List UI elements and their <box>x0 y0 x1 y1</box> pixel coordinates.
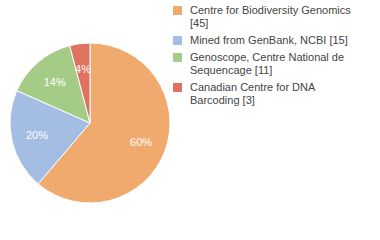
svg-text:20%: 20% <box>26 129 48 141</box>
svg-text:14%: 14% <box>44 76 66 88</box>
svg-text:60%: 60% <box>130 136 152 148</box>
html-text:Canadian Centre for DNA Barcod: Canadian Centre for DNA Barcoding [3] <box>190 81 315 106</box>
html-text:Mined from GenBank, NCBI [15]: Mined from GenBank, NCBI [15] <box>190 34 348 46</box>
html-text:Centre for Biodiversity Genomi: Centre for Biodiversity Genomics [45] <box>190 4 351 29</box>
svg-text:4%: 4% <box>75 63 91 75</box>
html-text:Genoscope, Centre National de: Genoscope, Centre National de Sequencage… <box>190 51 345 76</box>
